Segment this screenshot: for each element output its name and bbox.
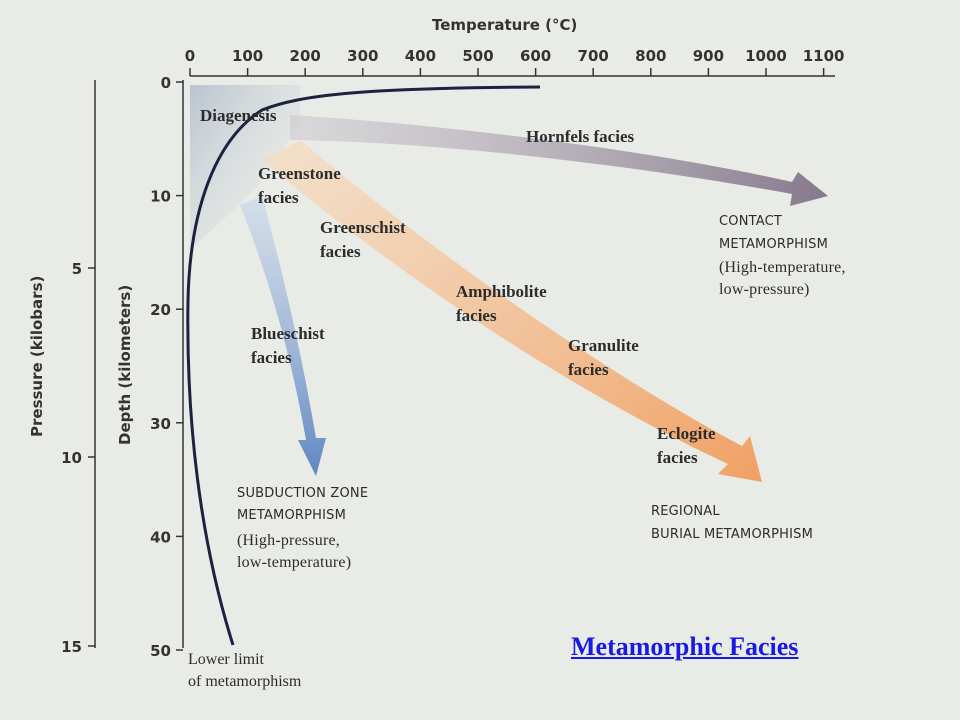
regional-arrow [262,140,762,482]
hornfels-arrow [290,115,828,206]
temperature-tick-label: 400 [405,47,436,65]
temperature-tick-label: 800 [635,47,666,65]
diagenesis-label: Diagenesis [200,106,277,125]
metamorphic-facies-link[interactable]: Metamorphic Facies [571,632,799,661]
temperature-tick-label: 300 [347,47,378,65]
greenstone-label: Greenstone facies [258,164,345,207]
temperature-tick-label: 600 [520,47,551,65]
pressure-ticks: 5 10 15 [61,260,95,656]
temperature-tick-label: 200 [290,47,321,65]
lower-limit-curve [186,85,541,646]
pressure-tick-label: 10 [61,449,82,467]
subduction-metamorphism-label: SUBDUCTION ZONE METAMORPHISM (High-press… [237,486,373,571]
depth-tick-label: 30 [150,415,171,433]
regional-metamorphism-label: REGIONAL BURIAL METAMORPHISM [651,504,813,542]
depth-axis-title: Depth (kilometers) [116,285,134,445]
diagenesis-zone [190,85,300,250]
temperature-axis-title: Temperature (°C) [432,16,577,34]
depth-tick-label: 10 [150,188,171,206]
temperature-tick-label: 1000 [745,47,787,65]
greenschist-label: Greenschist facies [320,218,410,261]
depth-tick-label: 20 [150,301,171,319]
depth-tick-label: 50 [150,642,171,660]
temperature-tick-label: 700 [578,47,609,65]
pressure-tick-label: 5 [72,260,82,278]
temperature-tick-label: 500 [462,47,493,65]
pressure-axis-title: Pressure (kilobars) [28,276,46,437]
temperature-tick-label: 1100 [803,47,845,65]
blueschist-label: Blueschist facies [251,324,329,367]
amphibolite-label: Amphibolite facies [456,282,551,325]
temperature-tick-label: 900 [693,47,724,65]
temperature-ticks: 0 100 200 300 400 500 600 700 800 900 1000 1100 [185,47,845,76]
temperature-tick-label: 0 [185,47,195,65]
temperature-tick-label: 100 [232,47,263,65]
blueschist-arrow [240,196,326,476]
hornfels-label: Hornfels facies [526,127,634,146]
granulite-label: Granulite facies [568,336,643,379]
pressure-tick-label: 15 [61,638,82,656]
depth-tick-label: 40 [150,528,171,546]
depth-tick-label: 0 [161,74,171,92]
depth-ticks: 0 10 20 30 40 50 [150,74,183,660]
lower-limit-label: Lower limit of metamorphism [188,651,302,690]
eclogite-label: Eclogite facies [657,424,720,467]
contact-metamorphism-label: CONTACT METAMORPHISM (High-temperature, … [719,214,850,298]
